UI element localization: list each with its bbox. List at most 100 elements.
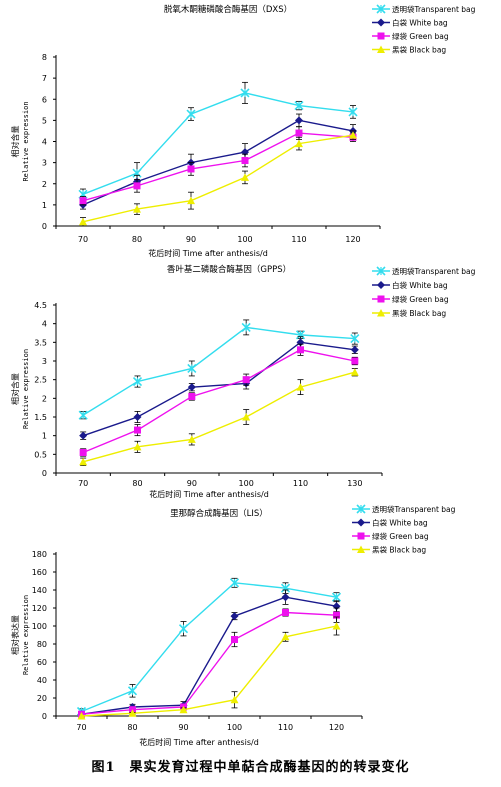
legend-label: 透明袋Transparent bag <box>392 266 476 276</box>
series-black <box>77 616 341 720</box>
x-tick-label: 130 <box>347 479 362 488</box>
data-point <box>186 109 196 119</box>
legend-marker <box>377 45 385 53</box>
data-point <box>78 410 88 420</box>
legend-label: 黑袋 Black bag <box>392 308 446 318</box>
x-axis-label: 花后时间 Time after anthesis/d <box>149 489 269 499</box>
legend-entry-transparent: 透明袋Transparent bag <box>372 4 476 14</box>
y-tick-label: 60 <box>37 658 47 667</box>
data-point <box>127 686 138 696</box>
figure-caption: 图1 果实发育过程中单萜合成酶基因的的转录变化 <box>91 760 410 775</box>
data-point <box>133 182 141 190</box>
legend-marker <box>377 295 385 303</box>
data-point <box>133 442 142 451</box>
chart-panel-3: 里那醇合成酶基因（LIS） 0 20 40 60 80 100 120 140 160 180 70 8… <box>10 504 456 747</box>
data-point <box>229 578 240 588</box>
x-tick-label: 110 <box>278 723 293 732</box>
series-line <box>82 119 354 206</box>
x-tick-label: 100 <box>239 479 254 488</box>
y-tick-label: 8 <box>42 53 47 62</box>
y-tick-label: 1 <box>42 201 47 210</box>
y-tick-label: 0.5 <box>34 450 47 459</box>
legend-entry-black: 黑袋 Black bag <box>372 308 446 318</box>
y-tick-label: 2 <box>42 394 47 403</box>
series-line <box>81 625 337 717</box>
legend-marker <box>377 281 385 289</box>
chart-title: 香叶基二磷酸合酶基因（GPPS） <box>167 264 291 275</box>
legend-entry-transparent: 透明袋Transparent bag <box>372 266 476 276</box>
data-point <box>281 593 290 602</box>
y-axis-label-en: Relative expression <box>22 101 30 181</box>
data-point <box>134 426 141 434</box>
data-point <box>133 205 141 213</box>
data-point <box>349 131 357 139</box>
data-point <box>79 457 88 466</box>
x-tick-label: 110 <box>291 235 306 244</box>
data-point <box>187 363 197 374</box>
data-point <box>178 624 189 634</box>
legend-label: 绿袋 Green bag <box>392 294 449 304</box>
legend-entry-white: 白袋 White bag <box>352 518 428 528</box>
data-point <box>296 383 305 391</box>
series-transparent <box>78 319 360 420</box>
series-white <box>77 589 341 719</box>
legend-label: 白袋 White bag <box>372 518 428 528</box>
data-point <box>128 709 137 717</box>
legend-marker <box>357 545 365 553</box>
y-axis-label-cn: 相对含量 <box>10 126 20 158</box>
y-tick-label: 6 <box>42 95 47 104</box>
legend-marker <box>377 18 385 27</box>
data-point <box>241 173 249 181</box>
series-line <box>81 582 337 713</box>
data-point <box>79 431 88 440</box>
data-point <box>132 376 143 387</box>
y-tick-label: 1.5 <box>34 413 47 422</box>
x-tick-label: 100 <box>227 723 242 732</box>
y-tick-label: 4 <box>42 138 47 147</box>
data-point <box>187 435 196 443</box>
data-point <box>240 88 250 98</box>
legend-entry-green: 绿袋 Green bag <box>352 531 429 541</box>
legend-marker <box>376 266 386 276</box>
data-point <box>281 632 290 641</box>
data-point <box>79 448 87 456</box>
data-point <box>242 413 251 421</box>
x-axis-label: 花后时间 Time after anthesis/d <box>139 737 259 747</box>
y-tick-label: 100 <box>32 622 47 631</box>
y-tick-label: 5 <box>42 116 47 125</box>
x-tick-label: 110 <box>293 479 308 488</box>
data-point <box>241 322 251 332</box>
data-point <box>231 636 238 643</box>
data-point <box>295 116 303 125</box>
data-point <box>230 612 239 621</box>
series-line <box>82 132 354 202</box>
data-point <box>230 695 239 704</box>
y-tick-label: 4.5 <box>34 301 47 310</box>
y-tick-label: 3 <box>42 159 47 168</box>
data-point <box>179 705 188 714</box>
data-point <box>348 107 358 117</box>
series-line <box>82 371 356 463</box>
y-tick-label: 0 <box>42 222 47 231</box>
y-axis-label-en: Relative expression <box>22 349 30 429</box>
data-point <box>350 334 360 344</box>
data-point <box>187 165 195 173</box>
x-tick-label: 90 <box>187 479 197 488</box>
data-point <box>331 592 342 602</box>
data-point <box>241 157 249 165</box>
x-tick-label: 120 <box>345 235 360 244</box>
y-tick-label: 0 <box>42 469 47 478</box>
y-tick-label: 2.5 <box>34 376 47 385</box>
legend-entry-white: 白袋 White bag <box>372 280 448 290</box>
y-tick-label: 120 <box>32 604 47 613</box>
data-point <box>295 129 303 137</box>
series-transparent <box>76 577 342 717</box>
data-point <box>350 345 359 354</box>
series-line <box>82 326 355 416</box>
y-tick-label: 3 <box>42 357 47 366</box>
legend-label: 白袋 White bag <box>392 280 448 290</box>
data-point <box>333 611 340 619</box>
x-tick-label: 90 <box>186 235 196 244</box>
series-green <box>79 343 359 457</box>
series-green <box>79 126 357 206</box>
